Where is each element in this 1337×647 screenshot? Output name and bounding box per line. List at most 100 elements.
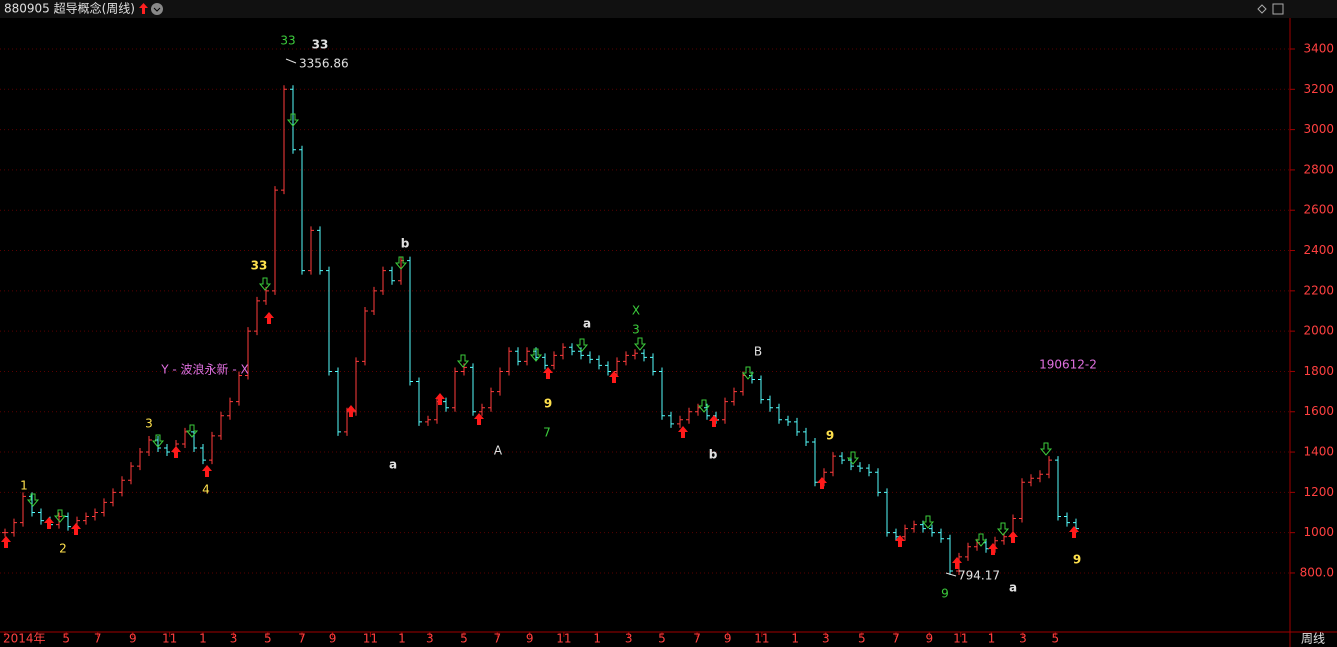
price-bar xyxy=(1019,478,1025,523)
annotation: 33 xyxy=(312,38,329,52)
buy-arrow xyxy=(435,393,445,405)
sell-arrow xyxy=(53,509,67,523)
x-tick-label: 11 xyxy=(953,632,968,646)
x-tick-label: 7 xyxy=(493,632,501,646)
annotation: A xyxy=(494,444,503,458)
sell-arrow xyxy=(26,493,40,507)
x-tick-label: 3 xyxy=(1019,632,1027,646)
price-bar xyxy=(200,444,206,465)
y-tick-label: 1600 xyxy=(1303,404,1334,418)
price-bar xyxy=(965,542,971,561)
sell-arrow xyxy=(697,399,711,413)
price-bar xyxy=(308,226,314,275)
price-bar xyxy=(353,357,359,416)
price-bar xyxy=(1055,456,1061,521)
price-bar xyxy=(560,343,566,360)
price-bar xyxy=(776,403,782,424)
x-tick-label: 3 xyxy=(625,632,633,646)
price-bar xyxy=(254,296,260,336)
price-bar xyxy=(263,286,269,305)
high-pointer xyxy=(285,58,297,64)
buy-arrow xyxy=(1,536,11,548)
price-bar xyxy=(209,431,215,465)
y-tick-label: 800.0 xyxy=(1300,565,1334,579)
x-tick-label: 2014年 xyxy=(3,632,46,646)
price-bar xyxy=(1028,474,1034,487)
buy-arrow xyxy=(952,557,962,569)
buy-arrow xyxy=(346,405,356,417)
price-bar xyxy=(596,355,602,370)
y-tick-label: 3200 xyxy=(1303,82,1334,96)
price-bar xyxy=(947,534,953,575)
price-bar xyxy=(686,407,692,424)
sell-arrow xyxy=(846,451,860,465)
price-bar xyxy=(83,512,89,525)
price-bar xyxy=(317,226,323,275)
price-bar xyxy=(677,415,683,428)
price-bar xyxy=(2,528,8,537)
price-bar xyxy=(227,397,233,420)
y-tick-label: 2800 xyxy=(1303,162,1334,176)
x-tick-label: 9 xyxy=(724,632,732,646)
price-bar xyxy=(20,492,26,527)
menu-icon[interactable] xyxy=(151,3,163,15)
price-bar xyxy=(146,435,152,457)
buy-arrow xyxy=(171,446,181,458)
price-bar xyxy=(857,462,863,473)
annotation: b xyxy=(709,448,718,462)
buy-arrow xyxy=(609,371,619,383)
annotation: 3 xyxy=(632,323,640,337)
x-tick-label: 1 xyxy=(791,632,799,646)
x-tick-label: 7 xyxy=(892,632,900,646)
annotation: 9 xyxy=(544,397,552,411)
price-bar xyxy=(38,508,44,525)
price-bar xyxy=(497,367,503,396)
y-tick-label: 2000 xyxy=(1303,324,1334,338)
sell-arrow xyxy=(286,113,300,127)
price-bar xyxy=(92,508,98,521)
x-tick-label: 3 xyxy=(426,632,434,646)
y-tick-label: 1400 xyxy=(1303,445,1334,459)
annotation: B xyxy=(754,345,762,359)
buy-arrow xyxy=(895,535,905,547)
price-bar xyxy=(569,343,575,356)
buy-arrow xyxy=(71,523,81,535)
price-bar xyxy=(731,387,737,406)
price-bar xyxy=(839,452,845,465)
annotation: a xyxy=(389,458,397,472)
price-bar xyxy=(479,403,485,416)
menu-chevron xyxy=(153,7,161,12)
sell-arrow xyxy=(974,533,988,547)
sell-arrow xyxy=(741,366,755,380)
price-bar xyxy=(929,524,935,537)
buy-arrow xyxy=(44,517,54,529)
price-bar xyxy=(470,363,476,416)
buy-arrow xyxy=(678,426,688,438)
sell-arrow xyxy=(575,338,589,352)
price-bar xyxy=(542,353,548,370)
x-tick-label: 5 xyxy=(264,632,272,646)
x-tick-label: 3 xyxy=(230,632,238,646)
price-bar xyxy=(11,518,17,537)
annotation: Y - 波浪永新 - X xyxy=(160,362,248,377)
diamond-icon[interactable] xyxy=(1257,4,1267,14)
x-tick-label: 5 xyxy=(460,632,468,646)
x-tick-label: 11 xyxy=(162,632,177,646)
price-bar xyxy=(425,415,431,426)
y-tick-label: 3000 xyxy=(1303,122,1334,136)
x-tick-label: 1 xyxy=(593,632,601,646)
price-bar xyxy=(137,448,143,471)
annotation: 33 xyxy=(280,34,295,48)
price-bar xyxy=(488,387,494,412)
y-tick-label: 1800 xyxy=(1303,364,1334,378)
price-bar xyxy=(506,347,512,376)
price-bar xyxy=(623,351,629,366)
y-tick-label: 1000 xyxy=(1303,525,1334,539)
window-icon[interactable] xyxy=(1272,3,1284,15)
price-bar xyxy=(632,349,638,360)
price-bar xyxy=(866,464,872,477)
price-bar xyxy=(812,437,818,487)
price-bar xyxy=(380,266,386,295)
price-bar xyxy=(722,397,728,424)
